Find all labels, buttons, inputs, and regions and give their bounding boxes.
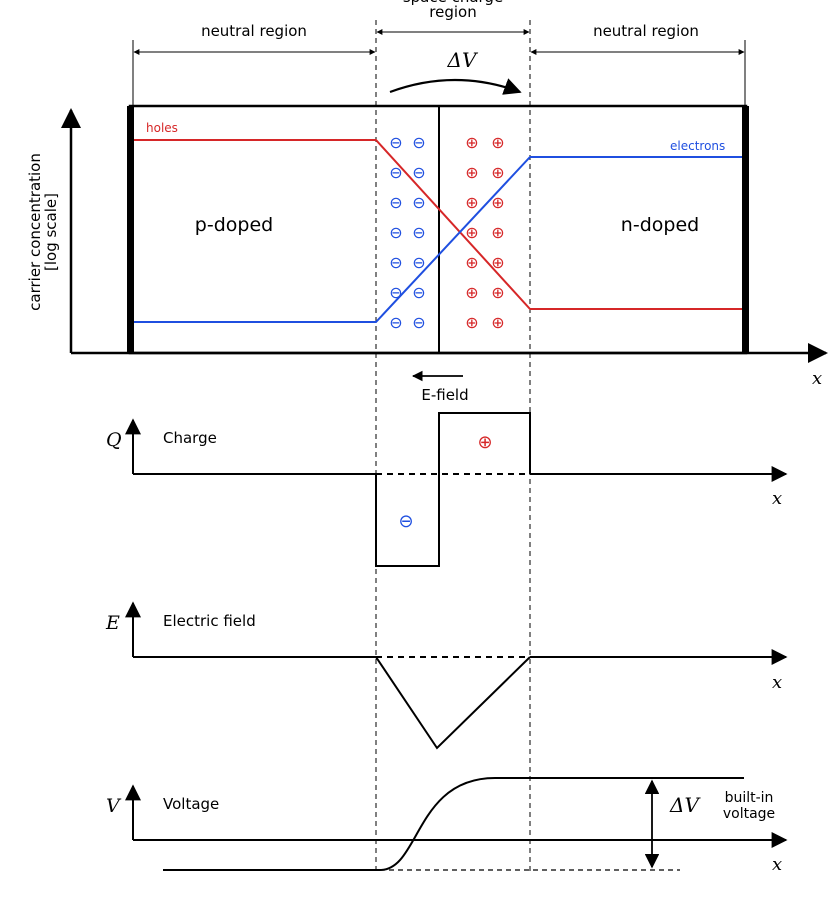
negative-ion: ⊖ bbox=[412, 313, 425, 332]
concentration-y-label-line1: carrier concentration bbox=[26, 153, 44, 311]
negative-ion: ⊖ bbox=[389, 253, 402, 272]
p-doped-label: p-doped bbox=[195, 214, 273, 236]
concentration-panel: x carrier concentration [log scale] hole… bbox=[26, 104, 828, 404]
region-labels: neutral region space charge region neutr… bbox=[132, 0, 746, 115]
concentration-x-label: x bbox=[812, 368, 822, 389]
negative-ion: ⊖ bbox=[389, 193, 402, 212]
charge-positive-symbol: ⊕ bbox=[477, 432, 492, 453]
voltage-delta-v-label: ΔV bbox=[669, 793, 701, 817]
n-doped-label: n-doped bbox=[621, 214, 699, 236]
left-contact bbox=[127, 106, 134, 353]
positive-ion: ⊕ bbox=[491, 313, 504, 332]
voltage-title: Voltage bbox=[163, 795, 219, 813]
positive-ion: ⊕ bbox=[491, 163, 504, 182]
neutral-right-label: neutral region bbox=[593, 22, 699, 40]
holes-curve bbox=[134, 139, 742, 310]
neutral-left-label: neutral region bbox=[201, 22, 307, 40]
charge-profile bbox=[375, 412, 531, 567]
electrons-curve bbox=[134, 156, 742, 323]
voltage-x-label: x bbox=[772, 854, 782, 875]
positive-ion: ⊕ bbox=[465, 253, 478, 272]
field-panel: E Electric field x bbox=[105, 601, 788, 750]
voltage-y-symbol: V bbox=[106, 795, 122, 817]
field-y-symbol: E bbox=[105, 612, 120, 634]
depletion-label-line1: space charge bbox=[403, 0, 503, 6]
negative-ion: ⊖ bbox=[389, 223, 402, 242]
positive-ion: ⊕ bbox=[491, 133, 504, 152]
depletion-label-line2: region bbox=[429, 3, 476, 21]
builtin-label-line1: built-in bbox=[725, 790, 774, 806]
positive-ion: ⊕ bbox=[465, 193, 478, 212]
positive-ion: ⊕ bbox=[491, 193, 504, 212]
negative-ion: ⊖ bbox=[412, 223, 425, 242]
holes-label: holes bbox=[146, 121, 178, 135]
charge-x-label: x bbox=[772, 488, 782, 509]
right-contact bbox=[742, 106, 749, 353]
voltage-profile bbox=[163, 777, 744, 871]
field-profile bbox=[375, 656, 531, 750]
builtin-label-line2: voltage bbox=[723, 806, 775, 822]
charge-y-symbol: Q bbox=[106, 429, 122, 451]
negative-ions: ⊖ ⊖ ⊖ ⊖ ⊖ ⊖ ⊖ ⊖ ⊖ ⊖ ⊖ ⊖ ⊖ ⊖ bbox=[389, 133, 425, 332]
positive-ion: ⊕ bbox=[491, 253, 504, 272]
positive-ion: ⊕ bbox=[465, 313, 478, 332]
positive-ion: ⊕ bbox=[465, 283, 478, 302]
charge-negative-symbol: ⊖ bbox=[398, 511, 413, 532]
negative-ion: ⊖ bbox=[389, 133, 402, 152]
concentration-y-label-line2: [log scale] bbox=[42, 193, 60, 271]
delta-v-curved-arrow bbox=[389, 78, 522, 95]
negative-ion: ⊖ bbox=[389, 283, 402, 302]
electrons-label: electrons bbox=[670, 139, 725, 153]
positive-ions: ⊕ ⊕ ⊕ ⊕ ⊕ ⊕ ⊕ ⊕ ⊕ ⊕ ⊕ ⊕ ⊕ ⊕ bbox=[465, 133, 504, 332]
negative-ion: ⊖ bbox=[389, 163, 402, 182]
negative-ion: ⊖ bbox=[412, 283, 425, 302]
charge-title: Charge bbox=[163, 429, 217, 447]
top-delta-v-label: ΔV bbox=[447, 48, 479, 72]
positive-ion: ⊕ bbox=[465, 163, 478, 182]
negative-ion: ⊖ bbox=[412, 163, 425, 182]
efield-label: E-field bbox=[421, 386, 468, 404]
field-x-label: x bbox=[772, 672, 782, 693]
voltage-panel: V Voltage x ΔV built-in voltage bbox=[106, 777, 788, 875]
field-title: Electric field bbox=[163, 612, 256, 630]
positive-ion: ⊕ bbox=[491, 283, 504, 302]
negative-ion: ⊖ bbox=[389, 313, 402, 332]
negative-ion: ⊖ bbox=[412, 133, 425, 152]
charge-panel: Q Charge x ⊖ ⊕ bbox=[106, 412, 788, 567]
negative-ion: ⊖ bbox=[412, 253, 425, 272]
positive-ion: ⊕ bbox=[491, 223, 504, 242]
positive-ion: ⊕ bbox=[465, 133, 478, 152]
positive-ion: ⊕ bbox=[465, 223, 478, 242]
negative-ion: ⊖ bbox=[412, 193, 425, 212]
